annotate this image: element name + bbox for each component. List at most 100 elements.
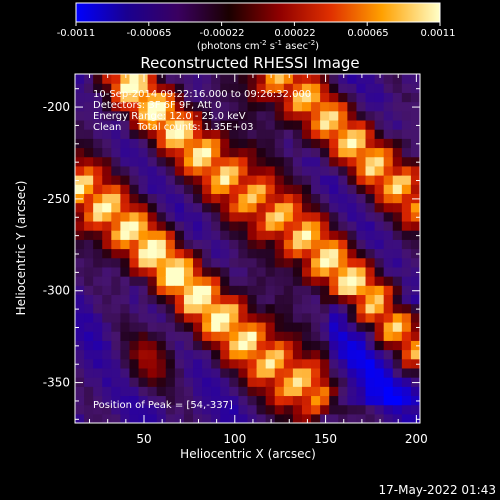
heatmap-cell: [147, 349, 158, 360]
heatmap-cell: [292, 294, 303, 305]
heatmap-cell: [311, 74, 321, 84]
heatmap-cell: [410, 83, 420, 93]
heatmap-cell: [165, 202, 176, 213]
heatmap-cell: [165, 110, 176, 121]
heatmap-cell: [220, 74, 230, 84]
heatmap-cell: [93, 74, 103, 84]
heatmap-cell: [283, 74, 294, 84]
heatmap-cell: [156, 110, 167, 121]
heatmap-cell: [283, 266, 294, 277]
heatmap-cell: [147, 92, 158, 103]
heatmap-cell: [329, 165, 339, 176]
heatmap-cell: [256, 202, 267, 213]
heatmap-cell: [247, 156, 258, 167]
heatmap-cell: [174, 92, 185, 103]
heatmap-cell: [311, 266, 321, 277]
heatmap-cell: [120, 175, 131, 185]
heatmap-cell: [229, 74, 240, 84]
heatmap-cell: [111, 358, 121, 369]
heatmap-cell: [283, 184, 294, 194]
heatmap-cell: [238, 119, 249, 130]
heatmap-cell: [247, 312, 258, 323]
heatmap-cell: [165, 147, 176, 158]
heatmap-cell: [301, 248, 312, 259]
heatmap-cell: [84, 165, 94, 176]
heatmap-cell: [165, 257, 176, 268]
heatmap-cell: [338, 110, 348, 121]
heatmap-cell: [102, 312, 112, 323]
heatmap-cell: [120, 340, 131, 351]
heatmap-cell: [356, 413, 367, 423]
heatmap-cell: [274, 202, 285, 213]
heatmap-cell: [111, 276, 121, 286]
heatmap-cell: [202, 230, 212, 240]
heatmap-cell: [401, 312, 412, 323]
heatmap-cell: [75, 257, 85, 268]
heatmap-cell: [120, 239, 131, 250]
heatmap-cell: [75, 101, 85, 112]
heatmap-cell: [401, 248, 412, 259]
heatmap-cell: [301, 138, 312, 149]
heatmap-cell: [283, 285, 294, 296]
heatmap-cell: [256, 92, 267, 103]
heatmap-cell: [165, 92, 176, 103]
heatmap-cell: [174, 184, 185, 194]
heatmap-cell: [193, 92, 203, 103]
heatmap-cell: [383, 367, 394, 378]
heatmap-cell: [247, 119, 258, 130]
heatmap-cell: [265, 312, 276, 323]
heatmap-cell: [111, 211, 121, 222]
heatmap-cell: [410, 331, 420, 341]
heatmap-cell: [247, 165, 258, 176]
heatmap-cell: [93, 303, 103, 314]
heatmap-cell: [274, 377, 285, 387]
heatmap-cell: [183, 119, 194, 130]
heatmap-cell: [247, 129, 258, 139]
heatmap-cell: [174, 367, 185, 378]
heatmap-cell: [174, 386, 185, 397]
heatmap-cell: [356, 92, 367, 103]
heatmap-cell: [111, 239, 121, 250]
heatmap-cell: [102, 404, 112, 415]
heatmap-cell: [93, 156, 103, 167]
heatmap-cell: [265, 377, 276, 387]
heatmap-cell: [129, 74, 140, 84]
heatmap-cell: [374, 331, 385, 341]
heatmap-cell: [410, 257, 420, 268]
heatmap-cell: [392, 165, 403, 176]
heatmap-cell: [338, 119, 348, 130]
heatmap-cell: [283, 119, 294, 130]
heatmap-cell: [256, 83, 267, 93]
heatmap-cell: [156, 101, 167, 112]
heatmap-cell: [174, 266, 185, 277]
heatmap-cell: [338, 202, 348, 213]
heatmap-cell: [129, 386, 140, 397]
heatmap-cell: [401, 74, 412, 84]
heatmap-cell: [383, 248, 394, 259]
heatmap-cell: [165, 83, 176, 93]
heatmap-cell: [347, 175, 358, 185]
heatmap-cell: [138, 266, 149, 277]
heatmap-cell: [220, 303, 230, 314]
heatmap-cell: [301, 147, 312, 158]
y-tick-label-300: -300: [43, 284, 70, 298]
heatmap-cell: [174, 294, 185, 305]
heatmap-cell: [274, 312, 285, 323]
heatmap-cell: [174, 147, 185, 158]
heatmap-cell: [374, 285, 385, 296]
heatmap-cell: [392, 377, 403, 387]
heatmap-cell: [247, 321, 258, 332]
heatmap-cell: [329, 386, 339, 397]
heatmap-cell: [410, 358, 420, 369]
heatmap-cell: [356, 220, 367, 231]
heatmap-cell: [156, 404, 167, 415]
heatmap-cell: [292, 193, 303, 204]
heatmap-cell: [365, 276, 376, 286]
heatmap-cell: [111, 175, 121, 185]
heatmap-cell: [274, 220, 285, 231]
heatmap-cell: [84, 321, 94, 332]
heatmap-cell: [401, 156, 412, 167]
heatmap-cell: [392, 413, 403, 423]
heatmap-cell: [174, 211, 185, 222]
heatmap-cell: [401, 129, 412, 139]
